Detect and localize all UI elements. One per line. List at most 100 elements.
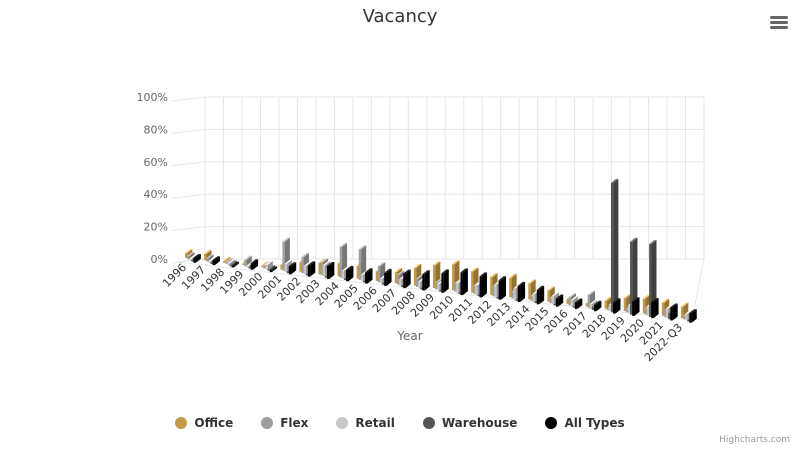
bar-side-face — [539, 285, 545, 305]
gridline-side — [171, 128, 206, 134]
bar-front-face — [589, 304, 593, 309]
bar-front-face — [288, 266, 292, 275]
bar-front-face — [420, 287, 423, 290]
bar-front-face — [394, 272, 398, 284]
bar-front-face — [382, 283, 385, 285]
bar-front-face — [375, 271, 379, 282]
bar-front-face — [604, 300, 608, 309]
bar-front-face — [365, 272, 368, 284]
bar-top-face — [490, 273, 498, 278]
bar-front-face — [223, 260, 226, 263]
bar-front-face — [649, 244, 652, 317]
gridline-side — [171, 96, 206, 102]
bar-layer — [185, 178, 697, 323]
bar-front-face — [572, 306, 576, 308]
bar-all-types — [422, 270, 430, 291]
legend-item-warehouse[interactable]: Warehouse — [422, 416, 517, 430]
bar-front-face — [269, 270, 273, 273]
bar-front-face — [587, 294, 591, 308]
bar-side-face — [291, 262, 297, 275]
bar-top-face — [189, 254, 197, 259]
bar-top-face — [632, 297, 640, 302]
bar-top-face — [223, 256, 231, 261]
grid-layer — [171, 96, 705, 321]
bar-front-face — [343, 278, 347, 281]
bar-retail — [265, 260, 273, 270]
chart-legend: Office Flex Retail Warehouse All Types — [0, 414, 800, 432]
bar-warehouse — [610, 178, 619, 313]
bar-front-face — [566, 299, 569, 305]
bar-front-face — [460, 272, 463, 296]
bar-top-face — [452, 260, 460, 265]
chart-title: Vacancy — [362, 6, 438, 27]
bar-side-face — [267, 260, 273, 270]
legend-item-retail[interactable]: Retail — [336, 416, 395, 430]
bar-front-face — [244, 259, 247, 267]
legend-item-office[interactable]: Office — [175, 416, 233, 430]
bar-front-face — [663, 310, 667, 317]
bar-front-face — [185, 253, 188, 258]
bar-top-face — [570, 296, 579, 301]
bar-top-face — [187, 251, 195, 256]
bar-top-face — [551, 292, 560, 297]
bar-front-face — [227, 263, 230, 266]
bar-top-face — [394, 268, 403, 273]
bar-front-face — [432, 265, 436, 288]
bar-front-face — [225, 262, 228, 264]
bar-side-face — [195, 253, 201, 263]
bar-front-face — [456, 282, 459, 293]
bar-front-face — [574, 302, 578, 309]
bar-front-face — [458, 292, 461, 294]
bar-front-face — [594, 304, 597, 312]
bar-front-face — [568, 297, 571, 306]
bar-front-face — [606, 308, 610, 310]
bar-side-face — [253, 259, 259, 270]
bar-front-face — [377, 266, 381, 283]
bar-top-face — [322, 261, 331, 266]
bar-warehouse — [630, 237, 638, 315]
bar-all-types — [250, 259, 259, 270]
bar-top-face — [689, 309, 697, 314]
bar-front-face — [246, 265, 249, 268]
bar-front-face — [189, 258, 192, 261]
hamburger-menu-icon[interactable] — [766, 10, 792, 34]
bar-top-face — [250, 259, 259, 264]
bar-front-face — [496, 296, 499, 299]
bar-front-face — [305, 273, 309, 276]
bar-top-face — [587, 290, 596, 295]
bar-side-face — [558, 294, 564, 307]
bar-front-face — [479, 276, 482, 298]
y-tick-label: 80% — [144, 123, 168, 136]
bar-side-face — [462, 268, 468, 296]
bar-all-types — [689, 309, 697, 323]
bar-top-face — [670, 303, 678, 308]
bar-front-face — [441, 273, 444, 293]
bar-side-face — [361, 245, 367, 280]
legend-item-flex[interactable]: Flex — [261, 416, 308, 430]
bar-top-face — [610, 178, 619, 183]
bar-side-face — [634, 297, 640, 316]
bar-front-face — [623, 298, 627, 312]
bar-front-face — [530, 295, 533, 301]
label-layer: 0%20%40%60%80%100%1996199719981999200020… — [137, 91, 686, 364]
bar-top-face — [339, 242, 348, 247]
bar-top-face — [661, 298, 670, 303]
bar-top-face — [212, 256, 220, 261]
bar-top-face — [320, 258, 329, 263]
bar-front-face — [435, 282, 438, 290]
legend-item-all-types[interactable]: All Types — [545, 416, 625, 430]
bar-top-face — [517, 281, 526, 286]
bar-front-face — [689, 313, 692, 323]
bar-front-face — [517, 285, 521, 303]
bar-top-face — [204, 249, 212, 254]
legend-label: Retail — [355, 416, 395, 430]
bar-front-face — [204, 253, 207, 261]
bar-side-face — [189, 251, 195, 260]
bar-top-face — [555, 294, 564, 299]
bar-front-face — [267, 269, 271, 271]
bar-all-types — [346, 265, 354, 282]
bar-front-face — [585, 303, 588, 307]
bar-all-types — [193, 253, 201, 263]
bar-front-face — [413, 267, 417, 286]
credits-link[interactable]: Highcharts.com — [719, 435, 790, 445]
